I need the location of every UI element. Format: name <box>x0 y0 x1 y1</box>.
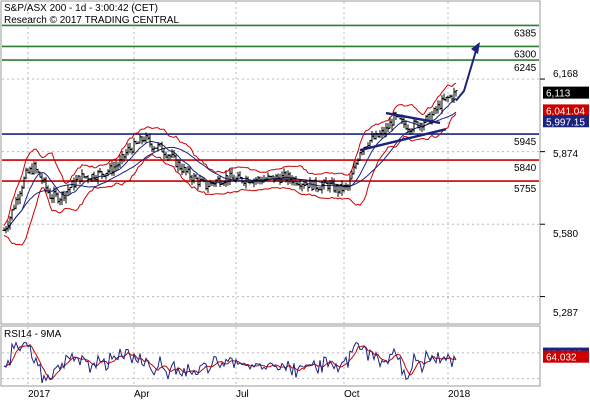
rsi-badge: 64.032 <box>543 350 589 364</box>
rsi-badge-box <box>543 350 589 363</box>
level-label-6245: 6245 <box>514 63 537 74</box>
price-badge: 5,997.15 <box>543 115 589 128</box>
level-label-5945: 5945 <box>514 137 537 148</box>
x-axis: 2017 Apr Jul Oct 2018 <box>28 389 471 400</box>
rsi-badge-label: 64.032 <box>546 353 577 364</box>
price-badge-box <box>543 86 589 99</box>
rsi-pane-frame <box>0 325 541 387</box>
price-badge-box <box>543 104 589 117</box>
bollinger-bands <box>3 82 457 246</box>
rsi-lines <box>3 341 457 384</box>
x-tick-label: 2018 <box>448 389 471 400</box>
projection-arrow-head <box>471 41 480 54</box>
y-tick-label: 5,580 <box>553 229 578 240</box>
chart-title: S&P/ASX 200 - 1d - 3:00:42 (CET) <box>4 3 158 14</box>
level-label-6300: 6300 <box>514 49 537 60</box>
bollinger-lower <box>3 113 457 246</box>
level-label-5840: 5840 <box>514 163 537 174</box>
rsi-title: RSI14 - 9MA <box>4 329 62 340</box>
triangle-upper-line <box>385 111 441 125</box>
price-badge: 6,041.04 <box>543 104 589 117</box>
rsi-ma-line <box>3 344 457 380</box>
triangle-pattern <box>359 41 480 152</box>
x-tick-label: 2017 <box>28 389 51 400</box>
price-badge-label: 6,113 <box>546 89 571 100</box>
price-badge: 6,113 <box>543 86 589 100</box>
level-label-6385: 6385 <box>514 28 537 39</box>
price-badge-label: 5,997.15 <box>546 117 585 128</box>
x-tick-label: Apr <box>134 389 150 400</box>
x-tick-label: Oct <box>344 389 360 400</box>
y-tick-label: 5,287 <box>553 308 578 319</box>
x-tick-label: Jul <box>236 389 249 400</box>
price-badge-label: 6,041.04 <box>546 106 585 117</box>
y-tick-label: 5,874 <box>553 149 578 160</box>
y-tick-label: 6,168 <box>553 69 578 80</box>
y-axis: 6,168 5,874 5,580 5,287 <box>553 69 578 319</box>
chart-subtitle: Research © 2017 TRADING CENTRAL <box>4 15 179 26</box>
candles <box>2 87 458 234</box>
projection-arrow-line <box>455 43 479 102</box>
price-badge-box <box>543 115 589 128</box>
rsi-line <box>3 341 457 384</box>
price-badges: 6,113 6,041.045,997.15 <box>543 86 589 128</box>
triangle-lower-line <box>359 127 447 152</box>
rsi-badges: 68.884864.032 <box>543 347 589 364</box>
bollinger-upper <box>3 82 457 226</box>
level-label-5755: 5755 <box>514 184 537 195</box>
price-pane-frame <box>0 0 541 325</box>
level-labels: 6385 6300 6245 5945 5840 5755 <box>514 28 537 195</box>
